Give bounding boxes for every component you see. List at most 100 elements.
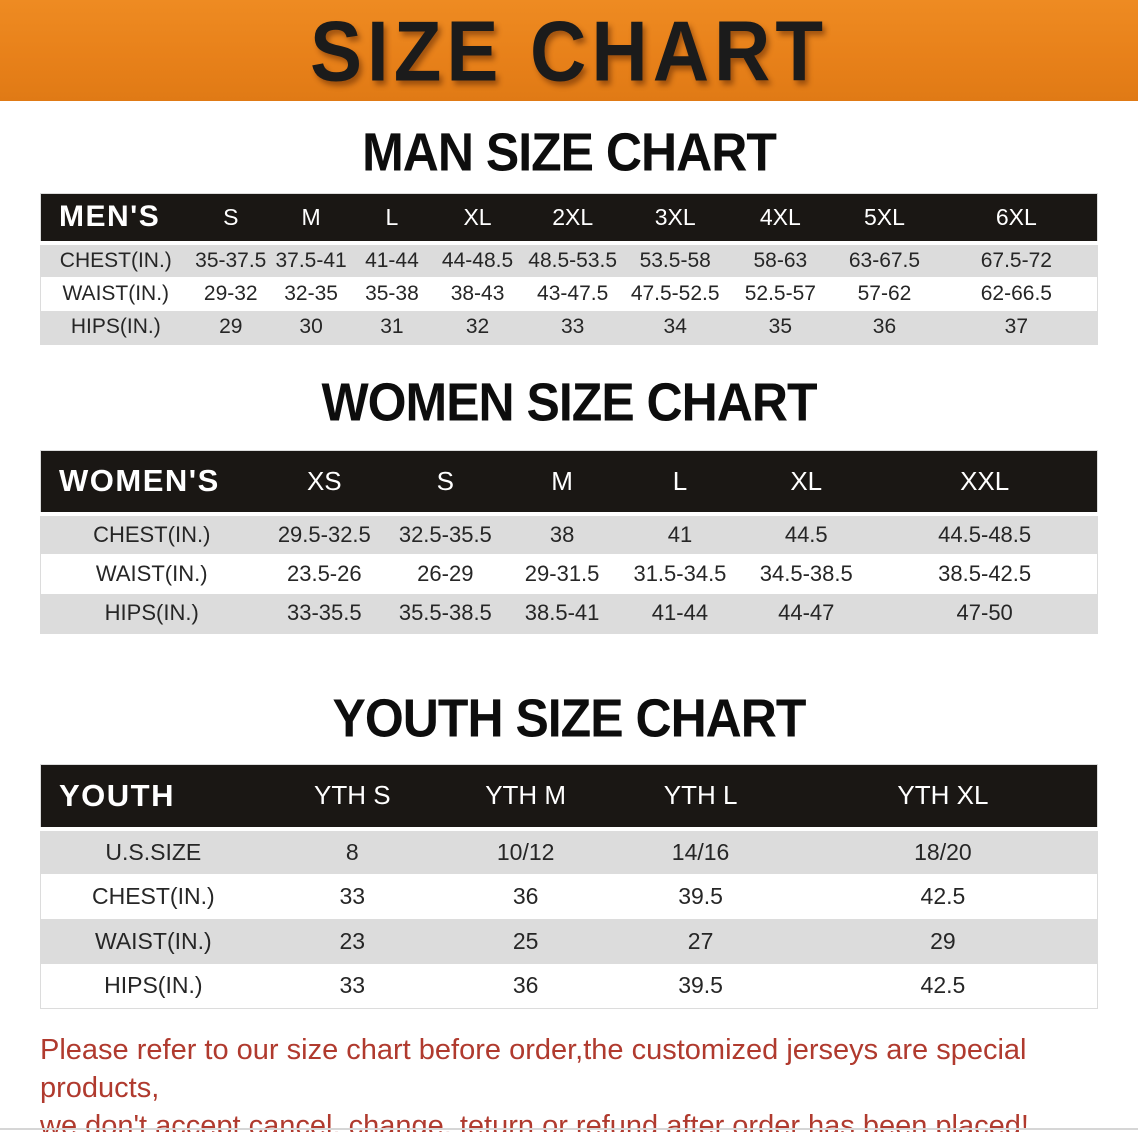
men-waist-in-s: 29-32 <box>203 281 258 305</box>
men-waist-in-m: 32-35 <box>284 281 338 305</box>
women-row-label-waist-in: WAIST(IN.) <box>95 560 208 586</box>
youth-chest-in-yth-m: 36 <box>512 882 539 909</box>
women-hips-in-xs: 33-35.5 <box>286 600 362 626</box>
youth-u-s-size-yth-l: 14/16 <box>671 838 730 865</box>
women-waist-in-xl: 34.5-38.5 <box>759 560 853 586</box>
men-column-header-l: L <box>351 193 433 245</box>
men-chest-in-l: 41-44 <box>365 248 419 272</box>
women-group-label: WOMEN'S <box>40 450 263 516</box>
men-column-header-s: S <box>190 193 271 245</box>
youth-hips-in-yth-m: 36 <box>512 972 539 999</box>
men-column-header-4xl: 4XL <box>727 193 834 245</box>
women-waist-in-xs: 23.5-26 <box>286 560 362 586</box>
men-hips-in-l: 31 <box>380 315 404 339</box>
youth-column-header-yth-m: YTH M <box>438 764 613 831</box>
youth-row-label-waist-in: WAIST(IN.) <box>94 927 212 954</box>
women-header-row: WOMEN'S XS S M L XL XXL <box>40 450 1098 516</box>
women-row-hips-in: HIPS(IN.) 33-35.5 35.5-38.5 38.5-41 41-44 44-… <box>40 593 1098 634</box>
youth-row-label-chest-in: CHEST(IN.) <box>91 882 215 909</box>
youth-chest-in-yth-l: 39.5 <box>678 882 723 909</box>
youth-section-heading: YOUTH SIZE CHART <box>0 687 1138 749</box>
men-chest-in-2xl: 48.5-53.5 <box>528 248 618 272</box>
men-row-chest-in: CHEST(IN.) 35-37.5 37.5-41 41-44 44-48.5 48.5… <box>40 242 1098 277</box>
youth-u-s-size-yth-s: 8 <box>345 838 359 865</box>
youth-row-chest-in: CHEST(IN.) 33 36 39.5 42.5 <box>40 873 1098 919</box>
youth-waist-in-yth-s: 23 <box>339 927 366 954</box>
youth-row-hips-in: HIPS(IN.) 33 36 39.5 42.5 <box>40 963 1098 1009</box>
men-waist-in-5xl: 57-62 <box>857 281 912 305</box>
youth-u-s-size-yth-m: 10/12 <box>496 838 555 865</box>
men-chest-in-6xl: 67.5-72 <box>980 248 1052 272</box>
women-hips-in-s: 35.5-38.5 <box>398 600 492 626</box>
youth-row-label-u-s-size: U.S.SIZE <box>105 838 202 865</box>
women-column-header-xs: XS <box>262 450 387 516</box>
women-chest-in-xxl: 44.5-48.5 <box>938 521 1032 547</box>
women-waist-in-m: 29-31.5 <box>524 560 600 586</box>
men-row-label-chest-in: CHEST(IN.) <box>59 248 172 272</box>
order-notice: Please refer to our size chart before or… <box>40 1031 1100 1132</box>
men-hips-in-6xl: 37 <box>1004 315 1029 339</box>
women-waist-in-s: 26-29 <box>417 560 474 586</box>
men-waist-in-3xl: 47.5-52.5 <box>630 281 720 305</box>
youth-section-heading-text: YOUTH SIZE CHART <box>332 687 807 749</box>
men-chest-in-4xl: 58-63 <box>753 248 808 272</box>
women-chest-in-l: 41 <box>667 521 693 547</box>
size-chart-banner: SIZE CHART <box>0 0 1138 101</box>
men-size-table: MEN'S S M L XL 2XL 3XL 4XL 5XL 6XL CHEST(IN.) 35-37… <box>40 193 1098 345</box>
bottom-edge-line <box>0 1128 1138 1130</box>
youth-size-section: YOUTH SIZE CHART YOUTH YTH S YTH M YTH L YTH… <box>0 687 1138 1009</box>
men-header-row: MEN'S S M L XL 2XL 3XL 4XL 5XL 6XL <box>40 193 1098 245</box>
men-row-waist-in: WAIST(IN.) 29-32 32-35 35-38 38-43 43-47.5 47.… <box>40 276 1098 311</box>
notice-line-2: we don't accept cancel, change, teturn o… <box>40 1110 1029 1132</box>
men-group-label: MEN'S <box>40 193 191 245</box>
women-column-header-xxl: XXL <box>872 450 1098 516</box>
men-waist-in-2xl: 43-47.5 <box>537 281 609 305</box>
women-row-waist-in: WAIST(IN.) 23.5-26 26-29 29-31.5 31.5-34.5 34… <box>40 553 1098 594</box>
youth-size-table: YOUTH YTH S YTH M YTH L YTH XL U.S.SIZE 8 10/12… <box>40 764 1098 1009</box>
women-waist-in-l: 31.5-34.5 <box>633 560 727 586</box>
women-size-section: WOMEN SIZE CHART WOMEN'S XS S M L XL XXL CHEST(… <box>0 371 1138 634</box>
women-column-header-m: M <box>504 450 620 516</box>
youth-row-waist-in: WAIST(IN.) 23 25 27 29 <box>40 918 1098 964</box>
women-section-heading-text: WOMEN SIZE CHART <box>321 371 817 433</box>
women-hips-in-m: 38.5-41 <box>524 600 600 626</box>
men-column-header-xl: XL <box>432 193 523 245</box>
men-size-section: MAN SIZE CHART MEN'S S M L XL 2XL 3XL 4XL 5XL 6XL… <box>0 121 1138 345</box>
men-row-hips-in: HIPS(IN.) 29 30 31 32 33 34 35 36 37 <box>40 310 1098 345</box>
men-row-label-hips-in: HIPS(IN.) <box>70 315 161 339</box>
men-section-heading-text: MAN SIZE CHART <box>362 121 777 183</box>
men-chest-in-5xl: 63-67.5 <box>848 248 921 272</box>
men-chest-in-xl: 44-48.5 <box>441 248 514 272</box>
men-hips-in-xl: 32 <box>465 315 490 339</box>
youth-column-header-yth-s: YTH S <box>265 764 439 831</box>
men-hips-in-5xl: 36 <box>872 315 897 339</box>
youth-group-label: YOUTH <box>40 764 266 831</box>
women-waist-in-xxl: 38.5-42.5 <box>938 560 1032 586</box>
women-hips-in-l: 41-44 <box>651 600 709 626</box>
men-waist-in-6xl: 62-66.5 <box>980 281 1052 305</box>
men-column-header-2xl: 2XL <box>522 193 623 245</box>
men-waist-in-l: 35-38 <box>365 281 419 305</box>
women-chest-in-s: 32.5-35.5 <box>398 521 492 547</box>
women-row-label-hips-in: HIPS(IN.) <box>104 600 199 626</box>
women-chest-in-xl: 44.5 <box>784 521 828 547</box>
men-chest-in-m: 37.5-41 <box>275 248 347 272</box>
men-hips-in-3xl: 34 <box>663 315 687 339</box>
youth-row-label-hips-in: HIPS(IN.) <box>104 972 203 999</box>
men-hips-in-2xl: 33 <box>560 315 585 339</box>
youth-row-u-s-size: U.S.SIZE 8 10/12 14/16 18/20 <box>40 828 1098 874</box>
men-column-header-6xl: 6XL <box>935 193 1098 245</box>
youth-waist-in-yth-m: 25 <box>512 927 539 954</box>
youth-hips-in-yth-s: 33 <box>339 972 366 999</box>
women-column-header-s: S <box>386 450 505 516</box>
youth-u-s-size-yth-xl: 18/20 <box>914 838 972 865</box>
women-row-chest-in: CHEST(IN.) 29.5-32.5 32.5-35.5 38 41 44.5 44.5… <box>40 513 1098 554</box>
women-chest-in-m: 38 <box>549 521 575 547</box>
youth-hips-in-yth-l: 39.5 <box>678 972 723 999</box>
youth-column-header-yth-xl: YTH XL <box>788 764 1098 831</box>
youth-waist-in-yth-l: 27 <box>687 927 714 954</box>
men-chest-in-s: 35-37.5 <box>195 248 267 272</box>
youth-column-header-yth-l: YTH L <box>612 764 789 831</box>
youth-chest-in-yth-s: 33 <box>339 882 366 909</box>
